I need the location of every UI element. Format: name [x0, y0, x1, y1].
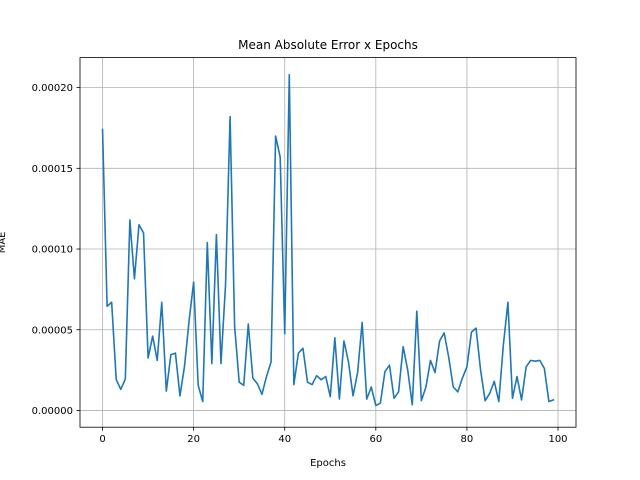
x-tick-label: 20	[187, 434, 200, 445]
x-tick-label: 0	[99, 434, 105, 445]
y-tick-label: 0.00015	[32, 164, 73, 175]
y-tick-label: 0.00010	[32, 245, 73, 256]
grid	[80, 57, 576, 428]
series-line	[101, 73, 555, 407]
y-axis-label: MAE	[0, 232, 8, 254]
x-tick-label: 80	[461, 434, 474, 445]
x-axis-label: Epochs	[310, 458, 346, 469]
y-tick-label: 0.00005	[32, 325, 73, 336]
x-tick-label: 60	[369, 434, 382, 445]
y-axis: 0.00000 0.00005 0.00010 0.00015 0.00020	[32, 83, 80, 417]
axes-frame	[79, 57, 577, 428]
x-tick-label: 40	[278, 434, 291, 445]
y-tick-label: 0.00000	[32, 406, 73, 417]
x-tick-label: 100	[548, 434, 567, 445]
chart-title: Mean Absolute Error x Epochs	[238, 38, 418, 52]
y-tick-label: 0.00020	[32, 83, 73, 94]
x-axis: 0 20 40 60 80 100	[99, 427, 568, 445]
plot-line-group	[101, 73, 555, 407]
